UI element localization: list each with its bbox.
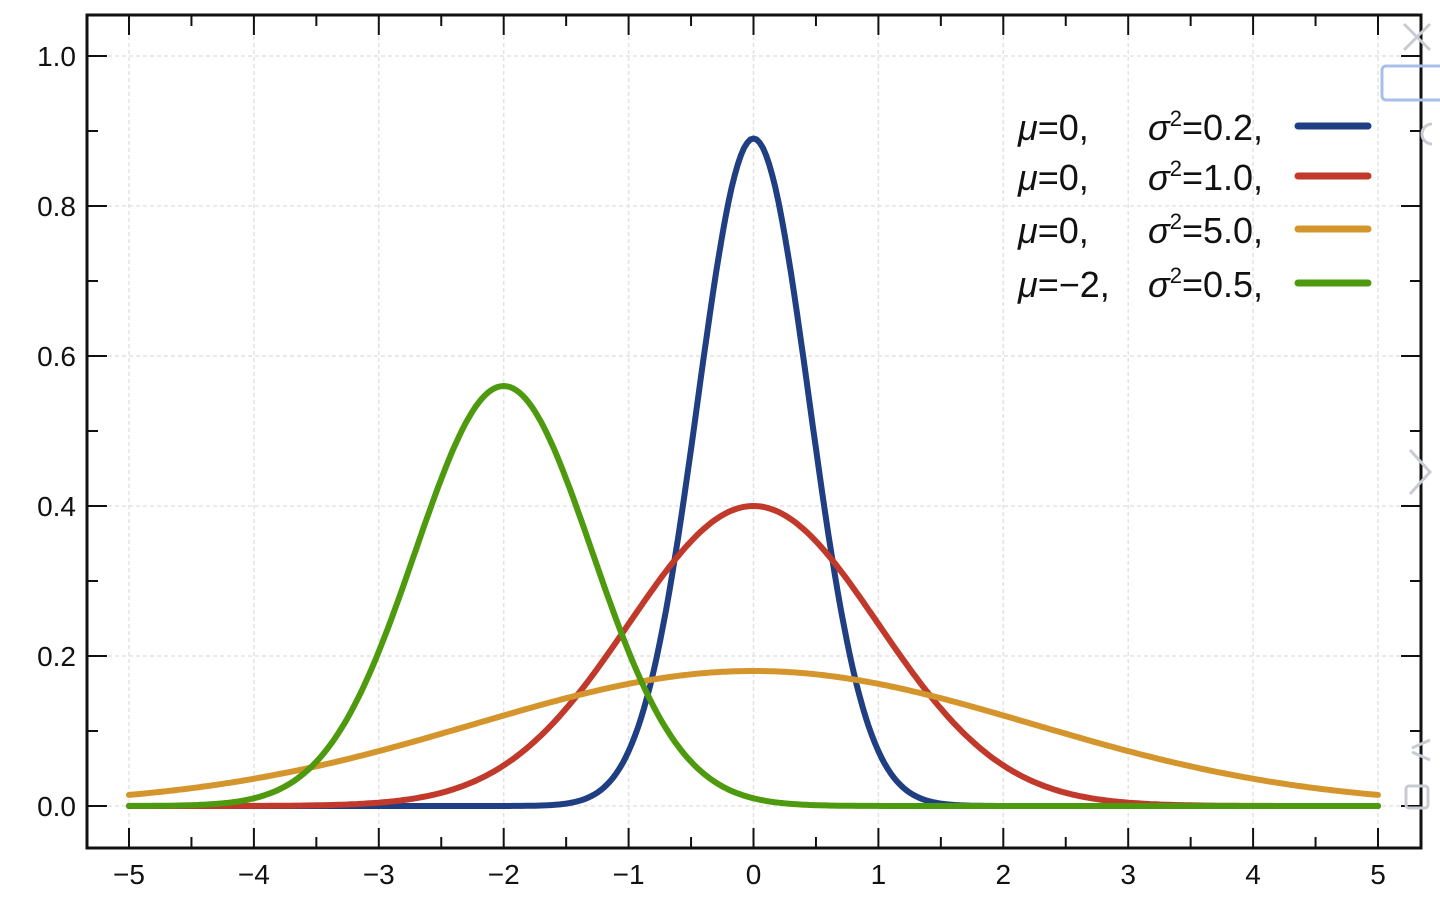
legend-mu-symbol: μ <box>1017 264 1038 305</box>
legend-squared: 2 <box>1170 106 1182 131</box>
legend-equals: = <box>1038 264 1059 305</box>
x-tick-label: −4 <box>238 859 270 890</box>
y-tick-label: 0.6 <box>37 341 76 372</box>
legend: μ=0, σ2=0.2,μ=0, σ2=1.0,μ=0, σ2=5.0,μ=−2, σ2… <box>1017 106 1372 305</box>
legend-mu-value: 0, <box>1059 210 1089 251</box>
legend-equals: = <box>1038 210 1059 251</box>
y-tick-label: 0.4 <box>37 491 76 522</box>
legend-squared: 2 <box>1170 156 1182 181</box>
legend-mu-value: 0, <box>1059 107 1089 148</box>
legend-mu-symbol: μ <box>1017 210 1038 251</box>
x-tick-label: 1 <box>871 859 887 890</box>
legend-sigma-symbol: σ <box>1148 210 1171 251</box>
legend-squared: 2 <box>1170 209 1182 234</box>
y-tick-label: 0.2 <box>37 641 76 672</box>
x-tick-label: 3 <box>1120 859 1136 890</box>
legend-sigma-value: 5.0, <box>1203 210 1263 251</box>
legend-mu-label: μ=−2, <box>1017 264 1110 305</box>
series-line-3 <box>126 383 1381 809</box>
y-tick-label: 0.0 <box>37 791 76 822</box>
fullscreen-icon[interactable] <box>1380 64 1440 102</box>
legend-squared: 2 <box>1170 263 1182 288</box>
legend-sigma-value: 1.0, <box>1203 157 1263 198</box>
x-tick-label: −3 <box>363 859 395 890</box>
chevron-right-icon[interactable] <box>1408 448 1433 496</box>
legend-mu-value: 0, <box>1059 157 1089 198</box>
legend-mu-value: −2, <box>1059 264 1110 305</box>
legend-mu-label: μ=0, <box>1017 157 1089 198</box>
legend-sigma-symbol: σ <box>1148 264 1171 305</box>
x-tick-label: 0 <box>746 859 762 890</box>
y-tick-labels: 0.0 0.2 0.4 0.6 0.8 1.0 <box>37 41 76 822</box>
legend-sigma-symbol: σ <box>1148 107 1171 148</box>
series-line-2 <box>126 668 1381 798</box>
legend-sigma-symbol: σ <box>1148 157 1171 198</box>
legend-mu-symbol: μ <box>1017 107 1038 148</box>
y-tick-label: 0.8 <box>37 191 76 222</box>
legend-equals: = <box>1038 157 1059 198</box>
legend-sigma-value: 0.2, <box>1203 107 1263 148</box>
legend-mu-label: μ=0, <box>1017 107 1089 148</box>
legend-mu-symbol: μ <box>1017 157 1038 198</box>
share-icon[interactable] <box>1411 738 1431 762</box>
x-tick-label: −5 <box>113 859 145 890</box>
curves <box>126 135 1381 809</box>
legend-equals: = <box>1038 107 1059 148</box>
x-tick-labels: −5 −4 −3 −2 −1 0 1 2 3 4 5 <box>113 859 1386 890</box>
legend-equals: = <box>1182 107 1203 148</box>
close-icon[interactable] <box>1402 22 1432 52</box>
legend-equals: = <box>1182 210 1203 251</box>
legend-sigma-label: σ2=1.0, <box>1148 156 1263 198</box>
legend-sigma-label: σ2=0.2, <box>1148 106 1263 148</box>
legend-equals: = <box>1182 157 1203 198</box>
rotate-icon[interactable] <box>1420 122 1433 146</box>
grid <box>87 15 1421 848</box>
legend-sigma-label: σ2=0.5, <box>1148 263 1263 305</box>
legend-sigma-value: 0.5, <box>1203 264 1263 305</box>
ticks <box>87 15 1421 848</box>
x-tick-label: −1 <box>613 859 645 890</box>
x-tick-label: 2 <box>996 859 1012 890</box>
copy-icon[interactable] <box>1404 784 1430 810</box>
x-tick-label: 5 <box>1370 859 1386 890</box>
x-tick-label: 4 <box>1245 859 1261 890</box>
y-tick-label: 1.0 <box>37 41 76 72</box>
legend-mu-label: μ=0, <box>1017 210 1089 251</box>
legend-equals: = <box>1182 264 1203 305</box>
x-tick-label: −2 <box>488 859 520 890</box>
legend-sigma-label: σ2=5.0, <box>1148 209 1263 251</box>
